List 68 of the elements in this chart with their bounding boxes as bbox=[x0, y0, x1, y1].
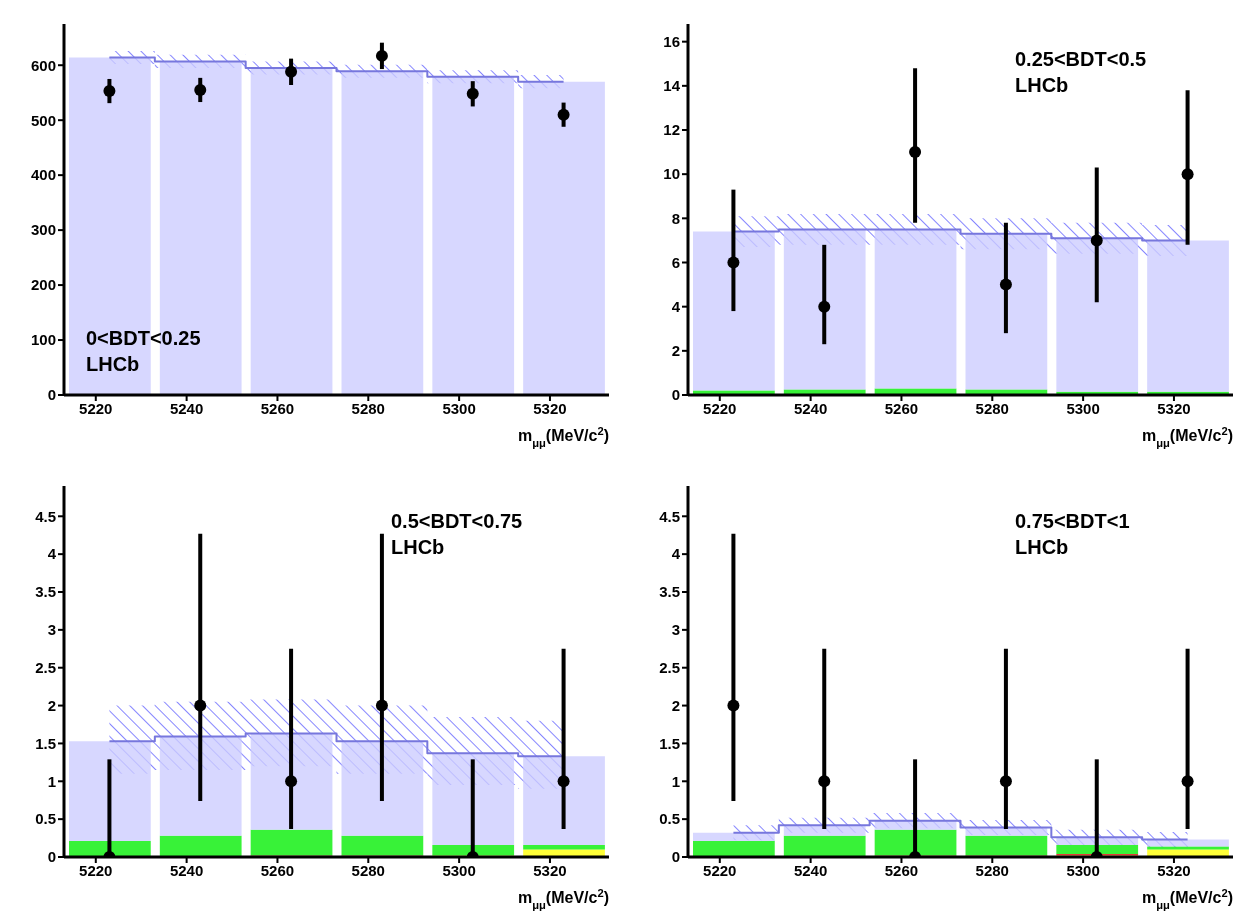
y-tick-label: 2 bbox=[671, 696, 680, 714]
y-tick-label: 3 bbox=[47, 621, 56, 639]
y-tick-label: 3.5 bbox=[35, 583, 56, 601]
y-tick-label: 12 bbox=[663, 121, 680, 139]
x-tick-label: 5220 bbox=[79, 399, 113, 417]
x-tick-label: 5300 bbox=[1066, 399, 1100, 417]
y-tick-label: 600 bbox=[30, 56, 56, 74]
x-tick-label: 5320 bbox=[533, 861, 567, 879]
y-tick-label: 1.5 bbox=[35, 734, 56, 752]
x-tick-label: 5220 bbox=[79, 861, 113, 879]
x-axis-title: m$_{μμ}$(MeV/c$^{2}$) bbox=[1141, 887, 1233, 911]
y-tick-label: 3 bbox=[671, 621, 680, 639]
x-tick-label: 5280 bbox=[975, 399, 1009, 417]
y-tick-label: 0.5 bbox=[659, 810, 680, 828]
x-tick-label: 5260 bbox=[884, 861, 919, 879]
y-tick-label: 2 bbox=[47, 696, 56, 714]
y-tick-label: 2.5 bbox=[35, 659, 56, 677]
x-tick-label: 5320 bbox=[1157, 399, 1191, 417]
x-tick-label: 5280 bbox=[351, 861, 385, 879]
y-tick-label: 2 bbox=[671, 342, 680, 360]
y-tick-label: 300 bbox=[30, 221, 56, 239]
y-tick-label: 16 bbox=[663, 32, 680, 50]
x-tick-label: 5240 bbox=[169, 861, 204, 879]
x-tick-label: 5300 bbox=[1066, 861, 1100, 879]
y-tick-label: 1 bbox=[671, 772, 680, 790]
x-tick-label: 5240 bbox=[793, 399, 828, 417]
y-tick-label: 0 bbox=[47, 386, 56, 404]
x-tick-label: 5220 bbox=[703, 861, 737, 879]
panel-label: 0<BDT<0.25 LHCb bbox=[86, 326, 201, 377]
y-tick-label: 0 bbox=[47, 848, 56, 866]
x-tick-label: 5240 bbox=[793, 861, 828, 879]
y-tick-label: 14 bbox=[663, 77, 681, 95]
x-tick-label: 5260 bbox=[260, 399, 295, 417]
x-tick-label: 5280 bbox=[351, 399, 385, 417]
y-tick-label: 8 bbox=[671, 209, 680, 227]
x-tick-label: 5300 bbox=[442, 399, 476, 417]
y-tick-label: 4 bbox=[671, 297, 681, 315]
y-tick-label: 4.5 bbox=[35, 507, 56, 525]
y-tick-label: 100 bbox=[30, 331, 56, 349]
y-tick-label: 10 bbox=[663, 165, 680, 183]
x-tick-label: 5260 bbox=[260, 861, 295, 879]
panel-label: 0.25<BDT<0.5 LHCb bbox=[1015, 47, 1147, 98]
y-tick-label: 4.5 bbox=[659, 507, 680, 525]
y-tick-label: 0 bbox=[671, 386, 680, 404]
y-tick-label: 200 bbox=[30, 276, 56, 294]
y-tick-label: 6 bbox=[671, 253, 680, 271]
x-tick-label: 5280 bbox=[975, 861, 1009, 879]
x-tick-label: 5220 bbox=[703, 399, 737, 417]
panel-label: 0.5<BDT<0.75 LHCb bbox=[391, 509, 523, 560]
y-tick-label: 400 bbox=[30, 166, 56, 184]
x-tick-label: 5260 bbox=[884, 399, 919, 417]
x-axis-title: m$_{μμ}$(MeV/c$^{2}$) bbox=[517, 425, 609, 449]
x-tick-label: 5240 bbox=[169, 399, 204, 417]
y-tick-label: 4 bbox=[47, 545, 57, 563]
y-tick-label: 0 bbox=[671, 848, 680, 866]
y-tick-label: 1.5 bbox=[659, 734, 680, 752]
y-tick-label: 0.5 bbox=[35, 810, 56, 828]
x-tick-label: 5300 bbox=[442, 861, 476, 879]
x-tick-label: 5320 bbox=[533, 399, 567, 417]
x-axis-title: m$_{μμ}$(MeV/c$^{2}$) bbox=[1141, 425, 1233, 449]
x-axis-title: m$_{μμ}$(MeV/c$^{2}$) bbox=[517, 887, 609, 911]
y-tick-label: 2.5 bbox=[659, 659, 680, 677]
panel-label: 0.75<BDT<1 LHCb bbox=[1015, 509, 1130, 560]
y-tick-label: 4 bbox=[671, 545, 681, 563]
y-tick-label: 3.5 bbox=[659, 583, 680, 601]
x-tick-label: 5320 bbox=[1157, 861, 1191, 879]
y-tick-label: 500 bbox=[30, 111, 56, 129]
y-tick-label: 1 bbox=[47, 772, 56, 790]
